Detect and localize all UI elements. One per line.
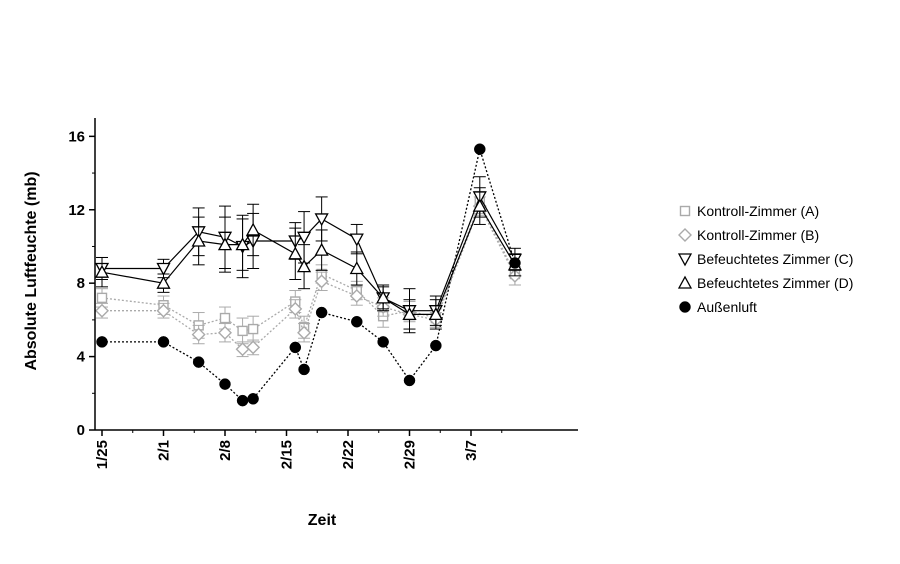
legend-label: Befeuchtetes Zimmer (D) <box>697 275 853 291</box>
data-point <box>474 143 486 155</box>
data-point <box>297 325 312 340</box>
data-point <box>349 233 364 247</box>
data-point <box>289 341 302 354</box>
data-point <box>428 307 443 321</box>
legend-label: Kontroll-Zimmer (A) <box>697 203 819 219</box>
data-point <box>288 246 303 260</box>
data-point <box>430 339 442 352</box>
series-5 <box>96 143 521 407</box>
axes: 0 4 8 12 16 1/25 2/1 2/8 2/15 2/22 2/29 3/7 <box>68 118 578 469</box>
data-point <box>156 275 171 289</box>
y-tick-label: 4 <box>77 349 86 366</box>
data-point <box>156 262 171 276</box>
data-point <box>95 303 109 318</box>
x-tick-label: 1/25 <box>94 440 111 469</box>
y-axis-title: Absolute Luftfeuchte (mb) <box>23 171 40 370</box>
legend-marker <box>677 275 693 289</box>
legend-item: Befeuchtetes Zimmer (D) <box>677 275 853 291</box>
data-point <box>403 374 416 387</box>
data-point <box>376 290 391 304</box>
data-point <box>235 237 250 251</box>
x-tick-label: 2/1 <box>156 440 173 461</box>
data-point <box>191 327 206 342</box>
data-point <box>96 292 108 304</box>
legend-marker <box>679 301 691 313</box>
data-point <box>247 393 259 405</box>
y-tick-label: 12 <box>68 202 85 219</box>
data-point <box>472 198 487 212</box>
x-tick-label: 2/15 <box>279 440 296 469</box>
y-tick-label: 8 <box>77 275 85 292</box>
data-point <box>314 274 329 289</box>
legend-item: Außenluft <box>679 299 757 315</box>
legend-marker <box>678 228 692 242</box>
data-point <box>296 231 312 245</box>
plot-area <box>94 143 523 407</box>
data-point <box>237 325 248 337</box>
data-point <box>509 257 521 269</box>
data-point <box>351 315 363 328</box>
legend-label: Kontroll-Zimmer (B) <box>697 227 819 243</box>
legend: Kontroll-Zimmer (A) Kontroll-Zimmer (B) Be… <box>677 203 853 315</box>
y-tick-label: 0 <box>77 422 85 439</box>
data-point <box>377 336 389 348</box>
data-point <box>94 264 110 278</box>
series-line <box>102 204 516 350</box>
data-point <box>236 394 249 407</box>
legend-label: Befeuchtetes Zimmer (C) <box>697 251 853 267</box>
x-tick-label: 2/29 <box>402 440 419 469</box>
legend-marker <box>679 205 691 217</box>
data-point <box>349 261 364 275</box>
legend-label: Außenluft <box>697 299 757 315</box>
data-point <box>192 356 205 368</box>
data-point <box>246 222 261 236</box>
data-point <box>314 242 329 256</box>
data-point <box>402 307 417 321</box>
data-point <box>156 303 171 318</box>
data-point <box>219 378 231 390</box>
data-point <box>349 289 364 304</box>
data-point <box>246 340 261 355</box>
data-point <box>314 213 329 227</box>
data-point <box>217 237 233 251</box>
data-point <box>218 325 232 340</box>
x-axis-title: Zeit <box>308 512 337 529</box>
data-point <box>157 336 170 348</box>
legend-item: Befeuchtetes Zimmer (C) <box>677 251 853 267</box>
data-point <box>288 301 303 316</box>
data-point <box>191 233 206 247</box>
legend-item: Kontroll-Zimmer (B) <box>678 227 819 243</box>
series-line <box>102 195 516 312</box>
data-point <box>247 323 259 335</box>
legend-item: Kontroll-Zimmer (A) <box>679 203 819 219</box>
data-point <box>315 306 328 319</box>
y-tick-label: 16 <box>68 128 85 145</box>
data-point <box>219 312 231 324</box>
x-tick-label: 2/8 <box>217 440 234 461</box>
series-line <box>101 200 516 332</box>
x-tick-label: 3/7 <box>463 440 480 461</box>
x-tick-label: 2/22 <box>340 440 357 469</box>
data-point <box>298 363 310 376</box>
series-4 <box>94 187 523 330</box>
series-2 <box>95 196 522 358</box>
data-point <box>296 259 312 273</box>
data-point <box>96 336 108 348</box>
legend-marker <box>677 253 693 267</box>
